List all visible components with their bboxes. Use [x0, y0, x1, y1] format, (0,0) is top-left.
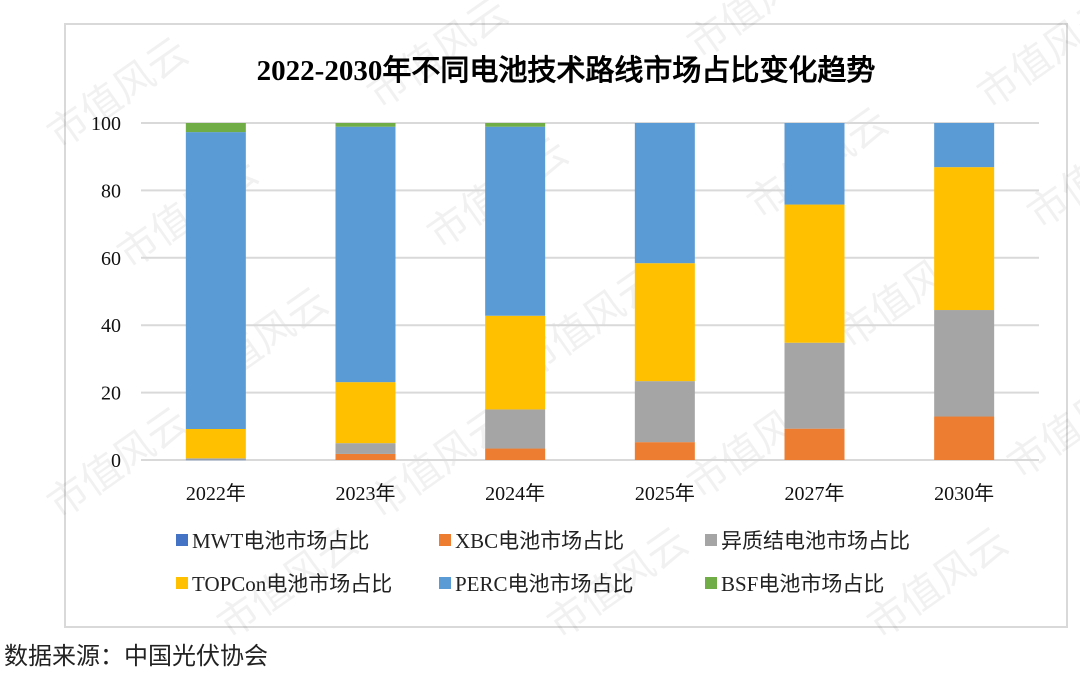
legend-label: MWT电池市场占比	[192, 529, 369, 553]
chart-title: 2022-2030年不同电池技术路线市场占比变化趋势	[257, 53, 876, 87]
legend-item: 异质结电池市场占比	[705, 529, 910, 553]
bar-stack	[784, 123, 845, 460]
bar-stack	[335, 123, 396, 460]
bar-segment	[185, 428, 246, 459]
legend-label: PERC电池市场占比	[455, 572, 634, 596]
legend-swatch	[705, 534, 717, 546]
bar-segment	[784, 123, 845, 205]
bar-segment	[485, 126, 546, 316]
bar-segment	[335, 123, 396, 127]
bar-segment	[485, 448, 546, 460]
watermark-text: 市值风云	[1019, 109, 1080, 238]
bar-segment	[185, 123, 246, 133]
bar-segment	[485, 315, 546, 410]
bar-segment	[634, 381, 695, 443]
bar-segment	[634, 263, 695, 382]
bar-stack	[485, 123, 546, 460]
legend-swatch	[705, 577, 717, 589]
legend-label: 异质结电池市场占比	[721, 529, 910, 553]
bar-segment	[335, 453, 396, 460]
bar-segment	[485, 123, 546, 127]
x-tick-label: 2025年	[635, 482, 695, 505]
bar-segment	[185, 459, 246, 461]
y-tick-label: 40	[101, 315, 121, 337]
legend-swatch	[439, 534, 451, 546]
watermark-text: 市值风云	[999, 359, 1080, 488]
legend-item: TOPCon电池市场占比	[176, 572, 392, 596]
watermark-text: 市值风云	[39, 29, 196, 158]
source-note: 数据来源：中国光伏协会	[4, 642, 268, 670]
legend-item: XBC电池市场占比	[439, 529, 624, 553]
legend-swatch	[439, 577, 451, 589]
bar-segment	[634, 442, 695, 460]
gridlines	[141, 122, 1039, 461]
x-tick-label: 2027年	[785, 482, 845, 505]
y-axis-ticks: 0 20 40 60 80 100	[91, 113, 121, 472]
y-tick-label: 20	[101, 383, 121, 405]
bar-stack	[185, 123, 246, 461]
bar-stack	[934, 123, 995, 460]
y-tick-label: 0	[111, 450, 121, 472]
bar-segment	[185, 132, 246, 429]
bar-segment	[784, 428, 845, 460]
legend-swatch	[176, 534, 188, 546]
y-tick-label: 80	[101, 180, 121, 202]
bar-segment	[784, 342, 845, 429]
bar-segment	[934, 310, 995, 417]
bar-segment	[934, 167, 995, 311]
x-tick-label: 2022年	[186, 482, 246, 505]
bar-segment	[335, 382, 396, 444]
legend-label: BSF电池市场占比	[721, 572, 884, 596]
bar-segment	[185, 458, 246, 460]
bar-segment	[485, 409, 546, 449]
legend-item: MWT电池市场占比	[176, 529, 369, 553]
bar-segment	[634, 123, 695, 264]
x-tick-label: 2030年	[934, 482, 994, 505]
bar-segment	[784, 204, 845, 343]
x-tick-label: 2024年	[485, 482, 545, 505]
y-tick-label: 100	[91, 113, 121, 135]
y-tick-label: 60	[101, 248, 121, 270]
bar-segment	[335, 126, 396, 383]
bars	[185, 123, 995, 461]
bar-stack	[634, 123, 695, 460]
bar-segment	[934, 416, 995, 460]
legend-swatch	[176, 577, 188, 589]
legend-item: PERC电池市场占比	[439, 572, 634, 596]
legend-label: XBC电池市场占比	[455, 529, 624, 553]
bar-segment	[335, 443, 396, 454]
bar-segment	[934, 123, 995, 168]
legend: MWT电池市场占比 XBC电池市场占比 异质结电池市场占比 TOPCon电池市场占比 P…	[176, 529, 910, 596]
watermark-text: 市值风云	[969, 0, 1080, 118]
legend-label: TOPCon电池市场占比	[192, 572, 392, 596]
x-axis-ticks: 2022年 2023年 2024年 2025年 2027年 2030年	[186, 482, 994, 505]
x-tick-label: 2023年	[336, 482, 396, 505]
legend-item: BSF电池市场占比	[705, 572, 884, 596]
